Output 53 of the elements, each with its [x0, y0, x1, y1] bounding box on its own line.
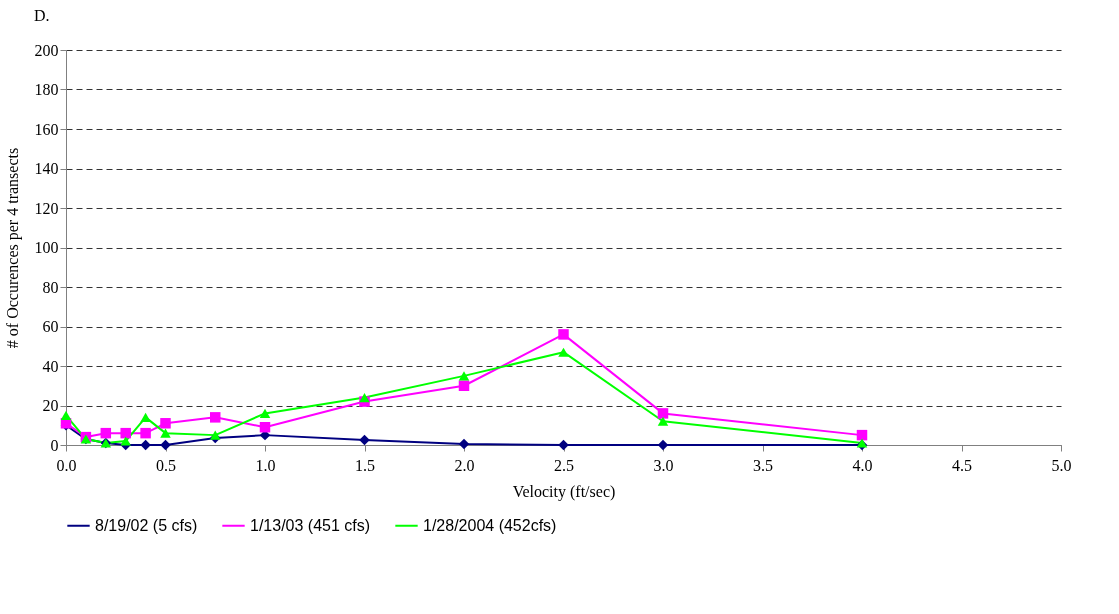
legend-label: 8/19/02 (5 cfs) — [95, 516, 198, 534]
y-tick-label: 140 — [34, 160, 59, 177]
point — [60, 410, 72, 420]
point — [259, 421, 271, 433]
point — [160, 439, 171, 451]
point — [657, 439, 669, 451]
x-tick-label: 0.0 — [56, 456, 77, 474]
point — [558, 347, 569, 357]
chart-title: D. — [34, 7, 50, 24]
point — [210, 412, 221, 423]
point — [657, 416, 669, 426]
legend-label: 1/13/03 (451 cfs) — [250, 516, 371, 534]
point — [100, 427, 112, 439]
x-tick-label: 5.0 — [1051, 456, 1072, 474]
y-tick-label: 120 — [34, 199, 59, 217]
x-tick-label: 2.0 — [454, 456, 475, 474]
y-tick-label: 160 — [34, 120, 59, 138]
x-tick-label: 4.0 — [852, 456, 873, 474]
point — [140, 412, 151, 422]
y-tick-label: 80 — [42, 278, 59, 296]
y-tick-label: 200 — [34, 41, 59, 59]
x-tick-label: 4.5 — [952, 456, 972, 474]
x-tick-label: 1.5 — [355, 456, 375, 474]
x-tick-label: 3.5 — [753, 456, 773, 474]
y-tick-label: 180 — [34, 81, 59, 98]
point — [210, 430, 221, 440]
point — [359, 393, 370, 403]
x-tick-label: 0.5 — [156, 456, 176, 474]
point — [657, 408, 669, 419]
y-axis-title: # of Occurences per 4 transects — [3, 147, 22, 349]
point — [160, 418, 171, 429]
point — [140, 427, 151, 439]
point — [120, 436, 131, 446]
point — [558, 439, 569, 451]
point — [458, 380, 470, 391]
point — [120, 427, 131, 439]
point — [160, 428, 171, 438]
point — [140, 439, 151, 451]
point — [558, 329, 569, 340]
point — [458, 438, 470, 450]
x-tick-label: 1.0 — [255, 456, 276, 474]
x-axis-title: Velocity (ft/sec) — [512, 482, 616, 501]
point — [259, 408, 271, 418]
y-tick-label: 60 — [42, 318, 59, 335]
x-tick-label: 2.5 — [554, 456, 574, 474]
y-tick-label: 100 — [34, 239, 59, 256]
y-tick-label: 0 — [50, 436, 59, 454]
point — [458, 371, 470, 381]
y-tick-label: 40 — [42, 357, 59, 375]
x-tick-label: 3.0 — [653, 456, 674, 474]
point — [359, 434, 370, 446]
y-tick-label: 20 — [42, 397, 59, 414]
legend-label: 1/28/2004 (452cfs) — [423, 516, 557, 534]
